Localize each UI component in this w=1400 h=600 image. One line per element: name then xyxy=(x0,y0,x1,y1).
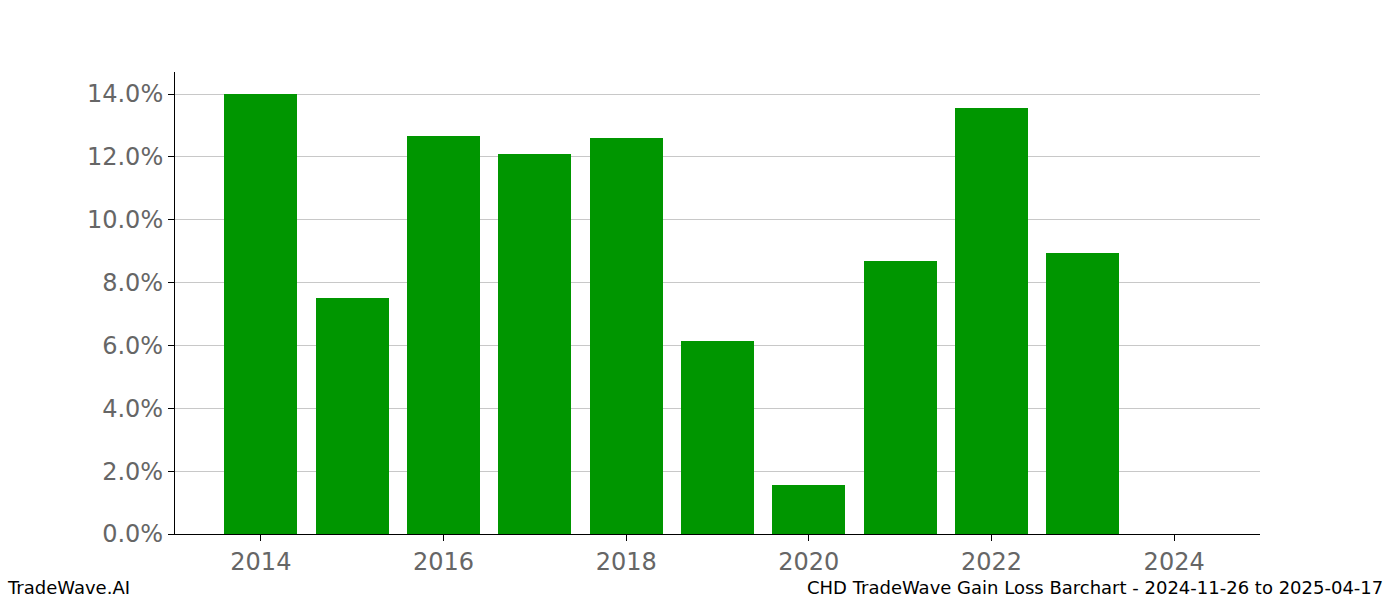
svg-text:2018: 2018 xyxy=(596,548,657,576)
svg-text:2020: 2020 xyxy=(778,548,839,576)
svg-text:2016: 2016 xyxy=(413,548,474,576)
svg-text:8.0%: 8.0% xyxy=(102,269,163,297)
svg-text:6.0%: 6.0% xyxy=(102,332,163,360)
svg-text:4.0%: 4.0% xyxy=(102,395,163,423)
svg-text:0.0%: 0.0% xyxy=(102,520,163,548)
svg-text:2.0%: 2.0% xyxy=(102,458,163,486)
svg-text:12.0%: 12.0% xyxy=(87,143,163,171)
svg-text:CHD TradeWave Gain Loss Barcha: CHD TradeWave Gain Loss Barchart - 2024-… xyxy=(807,577,1383,598)
svg-text:2022: 2022 xyxy=(961,548,1022,576)
svg-text:14.0%: 14.0% xyxy=(87,80,163,108)
svg-text:TradeWave.AI: TradeWave.AI xyxy=(7,577,130,598)
svg-text:10.0%: 10.0% xyxy=(87,206,163,234)
svg-text:2024: 2024 xyxy=(1144,548,1205,576)
svg-text:2014: 2014 xyxy=(230,548,291,576)
